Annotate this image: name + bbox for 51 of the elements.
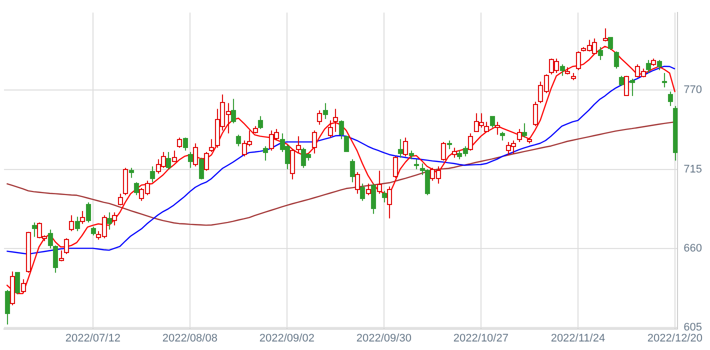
candlestick	[598, 46, 603, 61]
candlestick	[522, 122, 527, 138]
x-tick-label: 2022/07/12	[65, 332, 120, 344]
candlestick	[662, 72, 667, 88]
candlestick	[608, 37, 613, 50]
candlestick	[657, 60, 662, 71]
candlestick	[409, 150, 414, 160]
candlestick	[5, 289, 10, 325]
x-tick-label: 2022/08/08	[162, 332, 218, 344]
candlestick	[673, 106, 678, 162]
candlestick	[134, 182, 139, 196]
x-tick-label: 2022/11/24	[550, 332, 606, 344]
candlestick	[350, 158, 355, 183]
candlestick	[398, 138, 403, 158]
candlestick	[619, 75, 624, 86]
candlestick	[360, 183, 365, 202]
x-tick-label: 2022/09/30	[356, 332, 412, 344]
candlestick	[183, 138, 188, 152]
candlestick	[86, 202, 91, 223]
candlestick	[668, 91, 673, 107]
y-tick-label: 715	[684, 163, 702, 176]
candlestick	[263, 146, 268, 162]
candlestick	[646, 60, 651, 74]
candlestick	[560, 64, 565, 76]
candlestick	[236, 134, 241, 147]
candlestick	[75, 216, 80, 232]
candlestick	[323, 102, 328, 120]
candlestick	[231, 98, 236, 124]
x-tick-label: 2022/10/27	[453, 332, 508, 344]
y-tick-label: 605	[684, 321, 702, 334]
candlestick	[48, 229, 53, 249]
candlestick	[129, 167, 134, 178]
candlestick	[166, 152, 171, 170]
candlestick	[188, 152, 193, 168]
candlestick	[107, 212, 112, 230]
candlestick	[32, 222, 37, 238]
y-tick-label: 770	[684, 84, 702, 96]
candlestick	[630, 78, 635, 96]
candlestick	[258, 116, 263, 130]
candlestick	[91, 226, 96, 236]
x-tick-label: 2022/09/02	[259, 332, 314, 344]
candlestick	[199, 157, 204, 179]
candlestick	[614, 52, 619, 70]
candlestick	[500, 131, 505, 142]
candlestick	[150, 166, 155, 183]
y-tick-label: 660	[684, 242, 702, 254]
candlestick	[447, 140, 452, 150]
x-tick-label: 2022/12/20	[647, 332, 702, 344]
candlestick	[371, 183, 376, 214]
candlestick	[382, 190, 387, 203]
candlestick	[414, 158, 419, 170]
